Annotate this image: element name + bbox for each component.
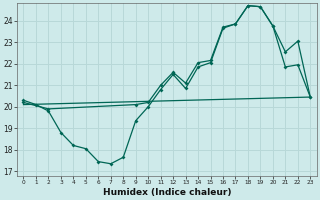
- X-axis label: Humidex (Indice chaleur): Humidex (Indice chaleur): [103, 188, 231, 197]
